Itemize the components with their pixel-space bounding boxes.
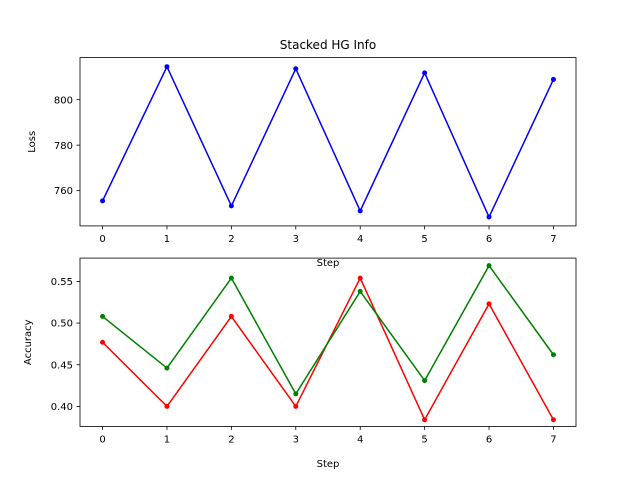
loss-y-tick-label: 760 <box>54 186 73 197</box>
accuracy-series-0-point <box>486 301 492 307</box>
loss-x-tick-label: 5 <box>421 234 427 245</box>
loss-series-0-point <box>228 203 234 209</box>
chart-title: Stacked HG Info <box>280 38 376 52</box>
accuracy-x-tick-label: 1 <box>164 434 170 445</box>
loss-x-axis-label: Step <box>317 258 340 269</box>
accuracy-series-0-point <box>550 417 556 423</box>
accuracy-x-tick-label: 4 <box>357 434 363 445</box>
accuracy-series-1-point <box>228 275 234 281</box>
loss-x-tick-label: 4 <box>357 234 363 245</box>
accuracy-x-tick-label: 5 <box>421 434 427 445</box>
accuracy-series-1-line <box>102 264 555 395</box>
accuracy-y-axis-label: Accuracy <box>23 319 34 365</box>
accuracy-x-axis-label: Step <box>317 459 340 470</box>
accuracy-axes-frame <box>79 257 577 427</box>
accuracy-series-1-point <box>486 263 492 269</box>
loss-series-0-point <box>100 198 106 204</box>
accuracy-y-tick-label: 0.40 <box>51 402 73 413</box>
accuracy-series-1-point <box>164 365 170 371</box>
loss-x-tick-label: 0 <box>99 234 105 245</box>
loss-x-tick-label: 1 <box>164 234 170 245</box>
accuracy-marks <box>100 263 556 423</box>
accuracy-x-tick-label: 6 <box>486 434 492 445</box>
accuracy-series-1-point <box>293 391 299 397</box>
accuracy-x-tick-label: 2 <box>228 434 234 445</box>
loss-marks <box>100 64 556 220</box>
loss-x-tick-label: 7 <box>550 234 556 245</box>
loss-series-0-line <box>101 65 555 218</box>
accuracy-y-tick-label: 0.50 <box>51 319 73 330</box>
loss-series-0-point <box>422 70 428 76</box>
accuracy-y-tick-label: 0.45 <box>51 360 73 371</box>
loss-y-tick-label: 780 <box>54 141 73 152</box>
loss-series-0-point <box>164 64 170 70</box>
accuracy-x-tick-label: 0 <box>99 434 105 445</box>
accuracy-series-1-point <box>550 352 556 358</box>
loss-series-0-point <box>550 76 556 82</box>
accuracy-series-1-point <box>100 313 106 319</box>
loss-y-tick-label: 800 <box>54 95 73 106</box>
accuracy-series-0-point <box>228 313 234 319</box>
loss-axes-frame <box>79 57 577 227</box>
loss-series-0-point <box>357 208 363 214</box>
loss-ticks: 0 1 2 3 4 5 6 7 760 780 800 <box>54 95 557 245</box>
loss-subplot: Stacked HG Info 0 1 2 3 4 5 6 7 760 780 800 Step L… <box>27 38 577 269</box>
accuracy-x-tick-label: 7 <box>550 434 556 445</box>
accuracy-ticks: 0 1 2 3 4 5 6 7 0.40 0.45 0.50 0.55 <box>51 277 557 445</box>
loss-series-0-point <box>293 66 299 72</box>
accuracy-series-0-point <box>100 339 106 345</box>
accuracy-series-0-point <box>357 275 363 281</box>
accuracy-series-0-point <box>293 403 299 409</box>
accuracy-subplot: 0 1 2 3 4 5 6 7 0.40 0.45 0.50 0.55 Step Accuracy <box>23 257 577 470</box>
accuracy-x-tick-label: 3 <box>293 434 299 445</box>
loss-x-tick-label: 3 <box>293 234 299 245</box>
loss-x-tick-label: 2 <box>228 234 234 245</box>
accuracy-series-1-point <box>357 288 363 294</box>
loss-y-axis-label: Loss <box>27 131 38 153</box>
accuracy-series-1-point <box>422 378 428 384</box>
loss-series-0-point <box>486 214 492 220</box>
loss-x-tick-label: 6 <box>486 234 492 245</box>
accuracy-series-0-point <box>164 403 170 409</box>
accuracy-y-tick-label: 0.55 <box>51 277 73 288</box>
accuracy-series-0-point <box>422 417 428 423</box>
